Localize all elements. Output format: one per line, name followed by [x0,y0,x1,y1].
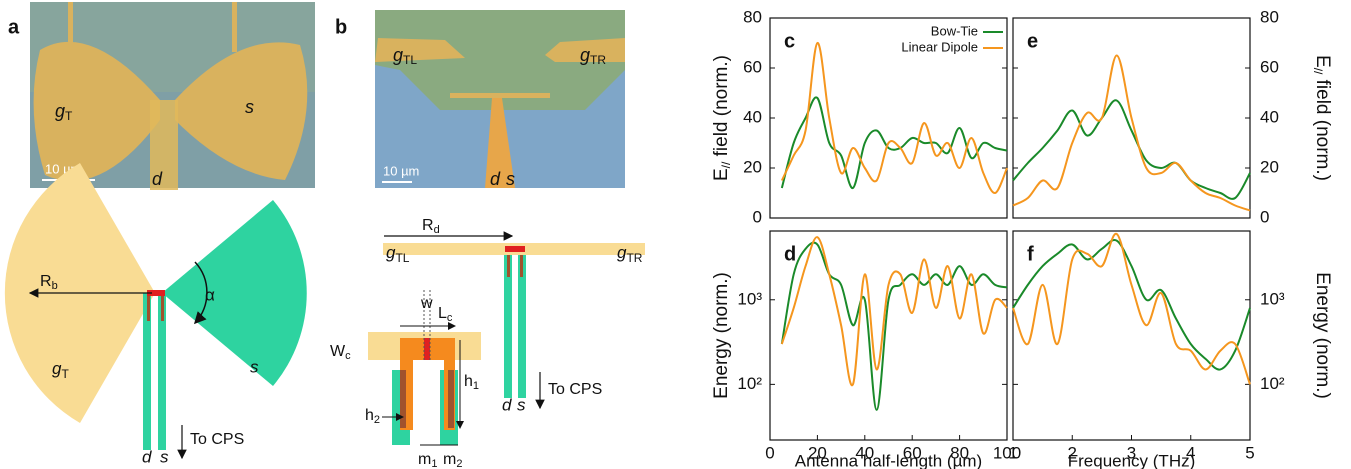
y-tick-label: 80 [743,7,762,26]
data-line [1012,232,1251,385]
data-line [1012,54,1251,212]
y-axis-label: Energy (norm.) [711,272,732,399]
photo-label: d [490,169,501,189]
schematic-label: gTL [386,243,410,265]
dipole-schematic [368,231,645,446]
photo-label: s [506,169,515,189]
photo-label: gTL [393,45,417,67]
y-axis-label: Energy (norm.) [1312,272,1333,399]
panel-label: d [784,243,796,265]
x-tick-label: 20 [808,443,827,462]
y-tick-label: 20 [1260,157,1279,176]
schematic-label: Rd [422,217,440,236]
schematic-label: gT [52,359,69,381]
data-line [780,96,1008,190]
y-axis-label-part: E [1312,55,1333,68]
schematic-label: To CPS [190,431,244,448]
x-tick-label: 0 [765,443,774,462]
photo-label: s [245,97,254,117]
data-line [780,236,1008,387]
schematic-label: Lc [438,305,453,324]
photo-label: gTR [580,45,606,67]
data-line [780,41,1008,194]
schematic-label: s [250,357,259,376]
photo-label: gT [55,101,73,123]
y-axis-label: E// field (norm.) [1311,55,1333,181]
x-tick-label: 2 [1068,443,1077,462]
schematic-label: d [142,447,152,466]
schematic-label: h2 [365,407,380,426]
x-tick-label: 3 [1127,443,1136,462]
x-tick-label: 5 [1245,443,1254,462]
plot-frame [1012,230,1251,441]
panel-label: a [8,16,20,38]
micrograph-a [30,2,315,190]
schematic-label: m1 [418,451,437,469]
plot-frame [769,230,1008,441]
y-tick-label: 80 [1260,7,1279,26]
y-tick-label: 40 [1260,107,1279,126]
photo-label: d [152,169,163,189]
y-tick-label: 60 [1260,57,1279,76]
data-line [780,241,1008,411]
x-tick-label: 60 [903,443,922,462]
panel-label: c [784,30,795,52]
y-tick-label: 0 [753,207,762,226]
y-axis-label-part: // [719,161,733,168]
x-axis-label: Frequency (THz) [1068,451,1196,469]
panel-label: e [1027,30,1038,52]
y-axis-label-part: field (norm.) [711,55,732,162]
bowtie-schematic [4,163,307,460]
y-axis-label-part: field (norm.) [1312,74,1333,181]
legend-label: Linear Dipole [901,39,978,54]
schematic-label: α [205,285,215,304]
y-tick-label: 10³ [1260,289,1285,308]
schematic-label: Wc [330,343,351,362]
schematic-label: To CPS [548,381,602,398]
schematic-label: gTR [617,243,643,265]
legend-label: Bow-Tie [931,23,978,38]
y-axis-label: E// field (norm.) [711,55,733,181]
x-tick-label: 4 [1186,443,1195,462]
schematic-label: Rb [40,273,58,292]
x-tick-label: 40 [855,443,874,462]
y-tick-label: 40 [743,107,762,126]
x-axis-label: Antenna half-length (µm) [795,451,982,469]
y-tick-label: 20 [743,157,762,176]
data-line [1012,99,1251,200]
y-tick-label: 10² [1260,374,1285,393]
panel-label: f [1027,243,1034,265]
panel-label: b [335,16,347,38]
x-tick-label: 100 [993,443,1021,462]
x-tick-label: 80 [950,443,969,462]
y-tick-label: 60 [743,57,762,76]
y-tick-label: 10² [737,374,762,393]
x-tick-label: 1 [1008,443,1017,462]
schematic-label: w [420,295,433,312]
schematic-label: d [502,395,512,414]
schematic-label: s [517,395,526,414]
scale-bar-label: 10 µm [383,163,419,178]
y-axis-label-part: // [1311,68,1325,75]
schematic-label: s [160,447,169,466]
data-line [1012,239,1251,371]
y-tick-label: 10³ [737,289,762,308]
y-tick-label: 0 [1260,207,1269,226]
schematic-label: h1 [464,373,479,392]
micrograph-b [375,10,625,188]
y-axis-label-part: E [711,168,732,181]
schematic-label: m2 [443,451,462,469]
